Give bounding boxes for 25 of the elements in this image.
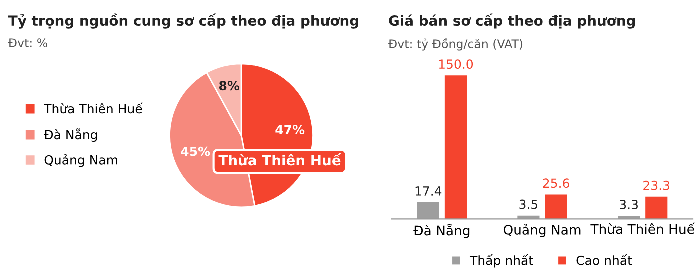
x-tick-label: Đà Nẵng: [414, 224, 470, 238]
chart-title: Tỷ trọng nguồn cung sơ cấp theo địa phương: [8, 14, 358, 29]
legend-label: Thấp nhất: [470, 254, 534, 268]
data-label: 3.5: [520, 200, 538, 210]
legend-label: Quảng Nam: [44, 154, 118, 168]
text: Thừa Thiên Huế: [218, 153, 342, 166]
legend-label: Đà Nẵng: [44, 128, 98, 142]
chart-subtitle: Đvt: tỷ Đồng/căn (VAT): [388, 38, 523, 51]
chart-title: Giá bán sơ cấp theo địa phương: [389, 14, 636, 29]
data-label: 8%: [220, 81, 240, 91]
legend-label: Cao nhất: [576, 254, 632, 266]
bar: [646, 196, 668, 220]
data-label: 17.4: [416, 186, 442, 196]
data-label: 3.3: [620, 200, 638, 210]
x-tick-label: Thừa Thiên Huế: [590, 222, 695, 234]
bar: [545, 194, 568, 220]
legend-label: Thừa Thiên Huế: [44, 102, 143, 114]
data-label: 25.6: [543, 178, 570, 188]
chart-subtitle: Đvt: %: [8, 38, 48, 48]
bar: [444, 76, 467, 220]
data-label: 150.0: [439, 60, 474, 70]
data-label: 23.3: [644, 180, 670, 190]
x-tick-label: Quảng Nam: [504, 224, 581, 238]
data-label: 45%: [181, 146, 210, 156]
data-label: 47%: [276, 125, 305, 135]
